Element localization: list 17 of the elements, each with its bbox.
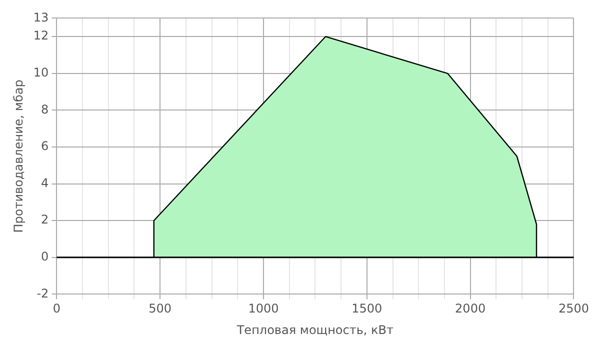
y-tick-label: 12 [33, 28, 49, 43]
x-tick-label: 2500 [558, 302, 590, 316]
y-tick-label: 13 [33, 10, 49, 24]
y-tick-label: 4 [41, 176, 49, 190]
y-tick-label: -2 [36, 286, 49, 300]
x-tick-label: 1500 [352, 302, 382, 316]
x-tick-label: 2000 [455, 302, 486, 316]
x-tick-label: 1000 [248, 302, 279, 316]
x-tick-label: 500 [148, 302, 172, 316]
y-tick-label: 0 [41, 250, 49, 264]
x-axis-title: Тепловая мощность, кВт [236, 322, 394, 337]
y-axis-title: Противодавление, мбар [11, 80, 26, 233]
y-tick-label: 6 [41, 139, 49, 154]
y-tick-label: 2 [41, 212, 49, 227]
x-tick-label: 0 [52, 302, 60, 316]
y-tick-label: 8 [41, 102, 49, 116]
y-tick-label: 10 [33, 66, 49, 80]
